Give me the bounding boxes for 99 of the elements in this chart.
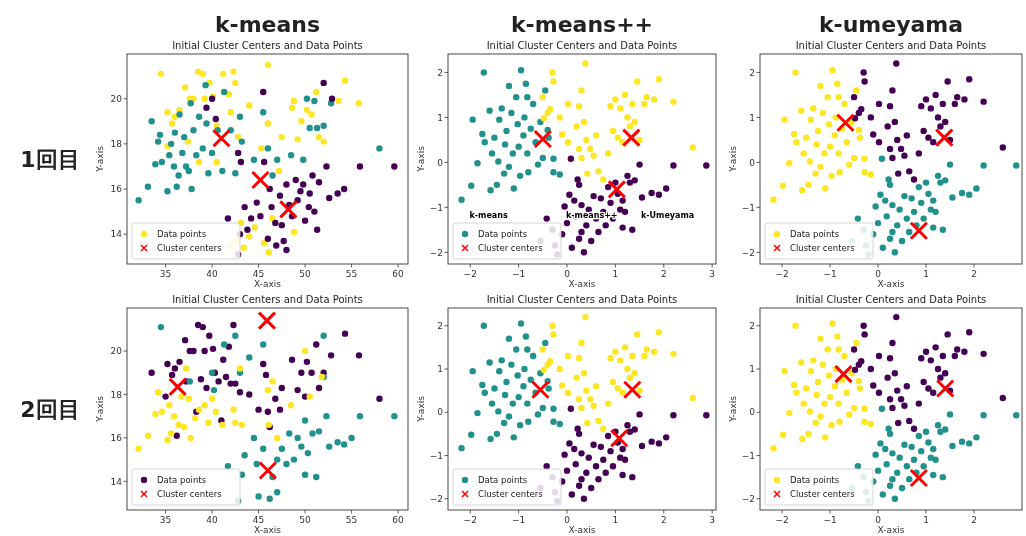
text: k-means++ bbox=[510, 12, 654, 37]
y-tick-label: −1 bbox=[741, 450, 755, 461]
x-tick-label: 0 bbox=[564, 269, 571, 279]
y-tick-label: 2 bbox=[437, 320, 443, 331]
legend-label: Data points bbox=[157, 229, 207, 240]
y-tick-label: 18 bbox=[110, 139, 123, 150]
x-axis-title: X-axis bbox=[877, 525, 905, 535]
chart-title: Initial Cluster Centers and Data Points bbox=[172, 40, 363, 51]
x-tick-label: 3 bbox=[709, 515, 715, 525]
x-axis-title: X-axis bbox=[254, 525, 282, 535]
y-tick-label: −1 bbox=[429, 450, 443, 461]
x-tick-label: 1 bbox=[612, 515, 619, 525]
x-tick-label: 1 bbox=[612, 269, 619, 279]
x-axis-title: X-axis bbox=[568, 279, 596, 289]
legend-label: Data points bbox=[478, 475, 528, 486]
x-tick-label: 2 bbox=[660, 515, 667, 525]
y-axis-title: Y-axis bbox=[416, 395, 426, 423]
x-tick-label: −1 bbox=[823, 269, 837, 279]
x-axis-title: X-axis bbox=[568, 525, 596, 535]
chart-title: Initial Cluster Centers and Data Points bbox=[172, 294, 363, 305]
x-tick-label: 60 bbox=[392, 269, 405, 279]
x-tick-label: −1 bbox=[511, 515, 526, 525]
x-tick-label: 0 bbox=[875, 515, 882, 525]
x-tick-label: 55 bbox=[345, 515, 358, 525]
y-tick-label: 1 bbox=[437, 112, 443, 123]
y-tick-label: 1 bbox=[749, 364, 755, 375]
x-tick-label: 1 bbox=[923, 269, 929, 279]
chart-title: Initial Cluster Centers and Data Points bbox=[795, 40, 987, 51]
y-axis-title: Y-axis bbox=[728, 145, 738, 173]
x-tick-label: 50 bbox=[299, 269, 312, 279]
legend-label: Data points bbox=[790, 475, 840, 486]
y-tick-label: 2 bbox=[437, 67, 443, 78]
y-tick-label: 16 bbox=[110, 184, 123, 195]
y-tick-label: 20 bbox=[110, 93, 123, 104]
y-tick-label: 2 bbox=[749, 320, 755, 331]
y-tick-label: 16 bbox=[110, 433, 123, 444]
x-tick-label: −2 bbox=[775, 269, 789, 279]
x-tick-label: 35 bbox=[159, 515, 172, 525]
legend-label: Data points bbox=[790, 229, 840, 240]
x-tick-label: 1 bbox=[923, 515, 929, 525]
y-tick-label: 14 bbox=[110, 476, 123, 487]
legend-label: Data points bbox=[478, 229, 528, 240]
x-tick-label: 2 bbox=[971, 515, 977, 525]
legend-label: Cluster centers bbox=[478, 243, 544, 254]
legend-label: Cluster centers bbox=[790, 243, 856, 254]
x-tick-label: −1 bbox=[511, 269, 526, 279]
legend-label: Cluster centers bbox=[157, 489, 223, 500]
annotation: k-Umeyama bbox=[640, 210, 695, 220]
y-tick-label: −1 bbox=[741, 202, 755, 213]
y-tick-label: 18 bbox=[110, 389, 123, 400]
chart-title: Initial Cluster Centers and Data Points bbox=[486, 40, 678, 51]
x-tick-label: 3 bbox=[709, 269, 715, 279]
y-tick-label: 1 bbox=[749, 112, 755, 123]
text: k-umeyama bbox=[818, 12, 964, 37]
y-tick-label: 0 bbox=[749, 407, 756, 418]
x-axis-title: X-axis bbox=[877, 279, 905, 289]
text: 1回目 bbox=[20, 147, 80, 172]
x-tick-label: −2 bbox=[463, 269, 477, 279]
legend-label: Cluster centers bbox=[790, 489, 856, 500]
chart-title: Initial Cluster Centers and Data Points bbox=[486, 294, 678, 305]
y-axis-title: Y-axis bbox=[95, 395, 105, 423]
annotation: k-means bbox=[469, 210, 508, 220]
x-tick-label: 45 bbox=[252, 269, 265, 279]
y-tick-label: 2 bbox=[749, 67, 755, 78]
y-axis-title: Y-axis bbox=[728, 395, 738, 423]
x-tick-label: 60 bbox=[392, 515, 405, 525]
y-axis-title: Y-axis bbox=[416, 145, 426, 173]
text: k-means bbox=[214, 12, 321, 37]
x-tick-label: −2 bbox=[775, 515, 789, 525]
y-tick-label: −2 bbox=[741, 247, 755, 258]
x-tick-label: −2 bbox=[463, 515, 477, 525]
chart-title: Initial Cluster Centers and Data Points bbox=[795, 294, 987, 305]
y-tick-label: −1 bbox=[429, 202, 443, 213]
y-tick-label: 1 bbox=[437, 364, 443, 375]
y-axis-title: Y-axis bbox=[95, 145, 105, 173]
y-tick-label: 0 bbox=[437, 157, 444, 168]
y-tick-label: 0 bbox=[749, 157, 756, 168]
x-tick-label: 2 bbox=[971, 269, 977, 279]
x-tick-label: 45 bbox=[252, 515, 265, 525]
x-tick-label: 40 bbox=[206, 515, 219, 525]
y-tick-label: 14 bbox=[110, 229, 123, 240]
x-tick-label: 2 bbox=[660, 269, 667, 279]
legend-label: Cluster centers bbox=[478, 489, 544, 500]
y-tick-label: −2 bbox=[741, 493, 755, 504]
x-tick-label: 35 bbox=[159, 269, 172, 279]
x-tick-label: 55 bbox=[345, 269, 358, 279]
y-tick-label: −2 bbox=[429, 493, 443, 504]
y-tick-label: 20 bbox=[110, 346, 123, 357]
x-tick-label: 0 bbox=[564, 515, 571, 525]
x-tick-label: −1 bbox=[823, 515, 837, 525]
x-tick-label: 0 bbox=[875, 269, 882, 279]
legend-label: Data points bbox=[157, 475, 207, 486]
legend-label: Cluster centers bbox=[157, 243, 223, 254]
x-tick-label: 50 bbox=[299, 515, 312, 525]
y-tick-label: 0 bbox=[437, 407, 444, 418]
x-tick-label: 40 bbox=[206, 269, 219, 279]
x-axis-title: X-axis bbox=[254, 279, 282, 289]
y-tick-label: −2 bbox=[429, 247, 443, 258]
text: 2回目 bbox=[20, 397, 80, 422]
